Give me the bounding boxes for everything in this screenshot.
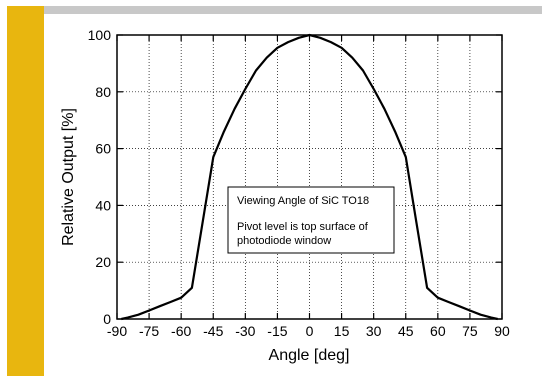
x-tick-label: 75: [462, 323, 478, 339]
annotation-title: Viewing Angle of SiC TO18: [237, 195, 369, 207]
annotation-line-1: Pivot level is top surface of: [237, 221, 369, 233]
x-axis-title: Angle [deg]: [269, 347, 350, 364]
y-tick-label: 100: [88, 27, 112, 43]
y-tick-label: 0: [103, 311, 111, 327]
y-tick-labels: 0 20 40 60 80 100: [88, 27, 112, 327]
top-rule: [44, 6, 542, 14]
x-tick-label: -45: [203, 323, 223, 339]
x-tick-label: 60: [430, 323, 446, 339]
x-tick-label: -30: [235, 323, 255, 339]
x-tick-label: 30: [366, 323, 382, 339]
x-tick-labels: -90 -75 -60 -45 -30 -15 0 15 30 45 60 75 90: [107, 323, 510, 339]
annotation-frame: [227, 186, 395, 254]
y-tick-label: 20: [95, 254, 111, 270]
y-tick-label: 60: [95, 141, 111, 157]
y-tick-label: 40: [95, 197, 111, 213]
grid-lines: [117, 35, 502, 319]
annotation-line-2: photodiode window: [237, 235, 331, 247]
y-axis-title: Relative Output [%]: [60, 108, 77, 246]
series-line: [121, 33, 498, 321]
accent-bar: [7, 6, 44, 376]
x-tick-label: 90: [494, 323, 510, 339]
x-tick-label: 45: [398, 323, 414, 339]
x-tick-label: -15: [267, 323, 287, 339]
x-tick-label: -90: [107, 323, 127, 339]
x-tick-label: 0: [306, 323, 314, 339]
y-tick-label: 80: [95, 84, 111, 100]
x-tick-label: -60: [171, 323, 191, 339]
x-tick-label: -75: [139, 323, 159, 339]
x-tick-label: 15: [334, 323, 350, 339]
annotation-box: Viewing Angle of SiC TO18 Pivot level is…: [227, 186, 395, 254]
